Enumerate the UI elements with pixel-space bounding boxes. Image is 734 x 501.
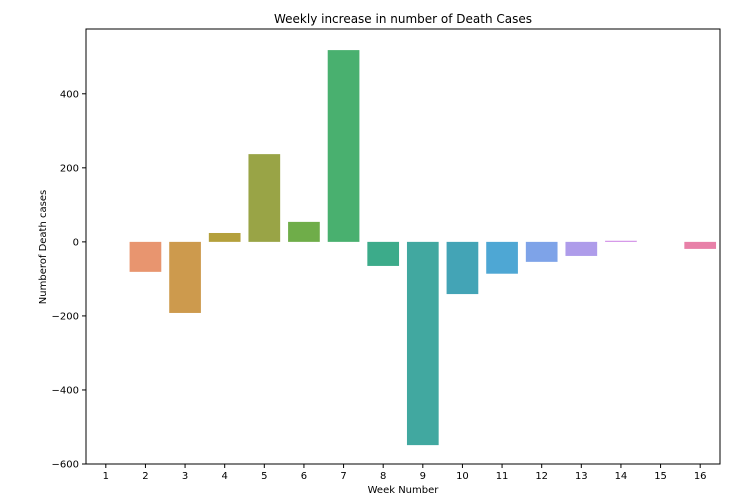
bar-week-11 <box>486 241 518 274</box>
plot-frame <box>85 28 721 465</box>
bar-week-16 <box>684 241 717 249</box>
y-tick-label: 200 <box>60 163 79 174</box>
x-tick-label: 9 <box>420 471 426 482</box>
y-tick-label: −400 <box>52 385 79 396</box>
x-tick-label: 1 <box>103 471 109 482</box>
x-axis: 1 2 3 4 5 6 7 8 9 10 11 12 13 14 15 16 <box>103 464 707 482</box>
x-tick-label: 16 <box>694 471 707 482</box>
x-tick-label: 8 <box>380 471 386 482</box>
chart-title: Weekly increase in number of Death Cases <box>274 12 532 26</box>
x-tick-label: 14 <box>615 471 628 482</box>
bar-week-2 <box>129 241 162 272</box>
x-tick-label: 10 <box>456 471 469 482</box>
x-tick-label: 11 <box>496 471 509 482</box>
bar-week-5 <box>248 154 281 242</box>
bars-layer <box>129 50 717 446</box>
x-tick-label: 4 <box>222 471 228 482</box>
x-tick-label: 12 <box>535 471 548 482</box>
bar-week-9 <box>406 241 439 446</box>
bar-week-12 <box>525 241 558 262</box>
bar-week-13 <box>565 241 598 256</box>
bar-week-6 <box>288 221 320 242</box>
y-tick-label: 0 <box>73 237 79 248</box>
x-tick-label: 13 <box>575 471 588 482</box>
bar-week-10 <box>446 241 479 295</box>
y-axis-label: Numberof Death cases <box>38 190 49 304</box>
y-axis: −600 −400 −200 0 200 400 <box>52 89 86 471</box>
bar-week-14 <box>605 240 637 242</box>
bar-week-3 <box>169 241 201 313</box>
x-tick-label: 3 <box>182 471 188 482</box>
x-tick-label: 7 <box>340 471 346 482</box>
x-tick-label: 2 <box>142 471 148 482</box>
bar-week-4 <box>208 232 241 242</box>
x-tick-label: 6 <box>301 471 307 482</box>
y-tick-label: −600 <box>52 460 79 471</box>
x-tick-label: 15 <box>654 471 667 482</box>
x-axis-label: Week Number <box>368 485 440 496</box>
bar-week-7 <box>327 50 360 242</box>
y-tick-label: 400 <box>60 89 79 100</box>
y-tick-label: −200 <box>52 311 79 322</box>
bar-week-8 <box>367 241 400 266</box>
x-tick-label: 5 <box>261 471 267 482</box>
